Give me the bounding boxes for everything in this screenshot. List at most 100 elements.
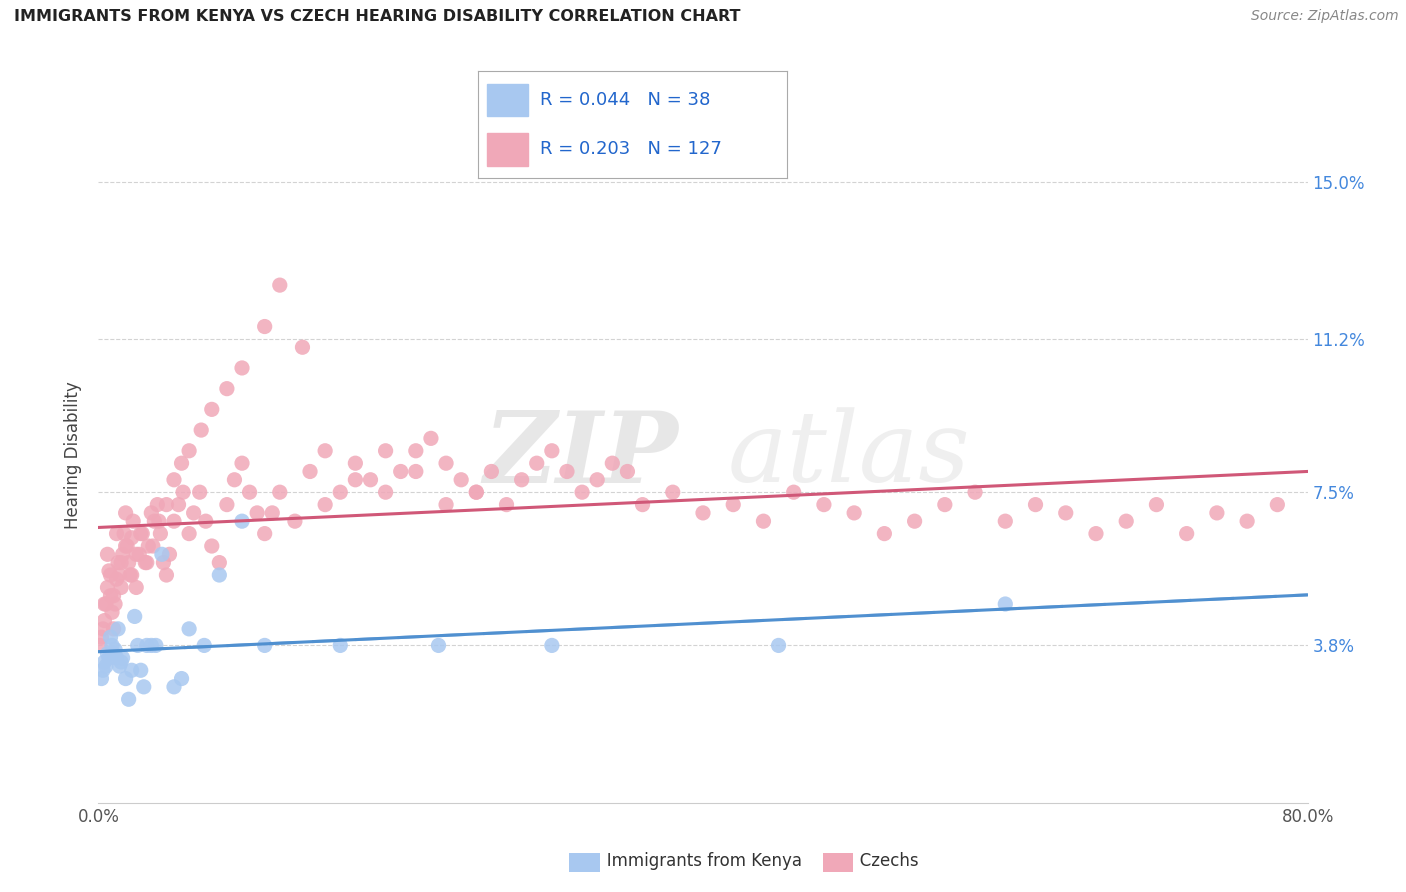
Point — [1175, 526, 1198, 541]
Point — [374, 443, 396, 458]
Point — [1085, 526, 1108, 541]
Point — [1024, 498, 1046, 512]
Point — [101, 605, 124, 619]
Point — [540, 639, 562, 653]
Point — [124, 609, 146, 624]
Point — [1206, 506, 1229, 520]
Point — [616, 465, 638, 479]
Point — [314, 498, 336, 512]
Point — [231, 514, 253, 528]
Point — [215, 498, 238, 512]
Point — [107, 556, 129, 570]
Point — [105, 526, 128, 541]
Bar — [488, 134, 527, 166]
Point — [163, 473, 186, 487]
Point — [1267, 498, 1289, 512]
Point — [586, 473, 609, 487]
Point — [262, 506, 284, 520]
Point — [465, 485, 488, 500]
Point — [104, 597, 127, 611]
Text: R = 0.044   N = 38: R = 0.044 N = 38 — [540, 91, 710, 109]
Point — [201, 539, 224, 553]
Point — [170, 456, 193, 470]
Text: ZIP: ZIP — [484, 407, 679, 503]
Point — [194, 514, 217, 528]
Point — [253, 639, 276, 653]
Text: R = 0.203   N = 127: R = 0.203 N = 127 — [540, 141, 721, 159]
Point — [723, 498, 745, 512]
Point — [844, 506, 866, 520]
Text: Immigrants from Kenya: Immigrants from Kenya — [591, 852, 801, 870]
Point — [96, 647, 118, 661]
Text: atlas: atlas — [727, 408, 970, 502]
Point — [146, 498, 169, 512]
Point — [149, 526, 172, 541]
Point — [163, 680, 186, 694]
Point — [510, 473, 533, 487]
Point — [314, 443, 336, 458]
Point — [631, 498, 654, 512]
Point — [112, 526, 135, 541]
Point — [904, 514, 927, 528]
Point — [93, 614, 115, 628]
Point — [360, 473, 382, 487]
Point — [134, 556, 156, 570]
Point — [120, 568, 142, 582]
Point — [159, 547, 181, 561]
Point — [692, 506, 714, 520]
Point — [465, 485, 488, 500]
Point — [121, 568, 143, 582]
Point — [94, 597, 117, 611]
Point — [188, 485, 211, 500]
Point — [231, 456, 253, 470]
Point — [329, 639, 352, 653]
Point — [100, 589, 122, 603]
Point — [1144, 498, 1167, 512]
Point — [253, 526, 276, 541]
Point — [155, 568, 177, 582]
Point — [118, 556, 141, 570]
Point — [344, 473, 367, 487]
Text: IMMIGRANTS FROM KENYA VS CZECH HEARING DISABILITY CORRELATION CHART: IMMIGRANTS FROM KENYA VS CZECH HEARING D… — [14, 9, 741, 24]
Point — [269, 485, 291, 500]
Point — [108, 568, 131, 582]
Point — [208, 556, 231, 570]
Point — [101, 639, 124, 653]
Point — [128, 547, 150, 561]
Point — [142, 539, 165, 553]
Point — [93, 655, 115, 669]
Point — [105, 651, 128, 665]
Point — [118, 692, 141, 706]
Point — [91, 622, 114, 636]
Point — [299, 465, 322, 479]
Point — [253, 319, 276, 334]
Point — [98, 564, 121, 578]
Point — [121, 663, 143, 677]
Point — [100, 630, 122, 644]
Point — [246, 506, 269, 520]
Point — [145, 639, 167, 653]
Point — [1115, 514, 1137, 528]
Point — [141, 506, 163, 520]
Point — [239, 485, 262, 500]
Point — [405, 465, 427, 479]
Point — [111, 651, 134, 665]
Point — [135, 556, 157, 570]
Point — [163, 514, 186, 528]
Point — [110, 581, 132, 595]
Point — [179, 622, 201, 636]
Text: Czechs: Czechs — [844, 852, 918, 870]
Point — [291, 340, 314, 354]
Point — [170, 672, 193, 686]
Point — [344, 456, 367, 470]
Point — [179, 526, 201, 541]
Point — [374, 485, 396, 500]
Point — [103, 622, 125, 636]
Point — [103, 589, 125, 603]
Text: Source: ZipAtlas.com: Source: ZipAtlas.com — [1251, 9, 1399, 23]
Point — [96, 581, 118, 595]
Point — [231, 361, 253, 376]
Point — [108, 659, 131, 673]
Point — [114, 539, 136, 553]
Point — [965, 485, 987, 500]
